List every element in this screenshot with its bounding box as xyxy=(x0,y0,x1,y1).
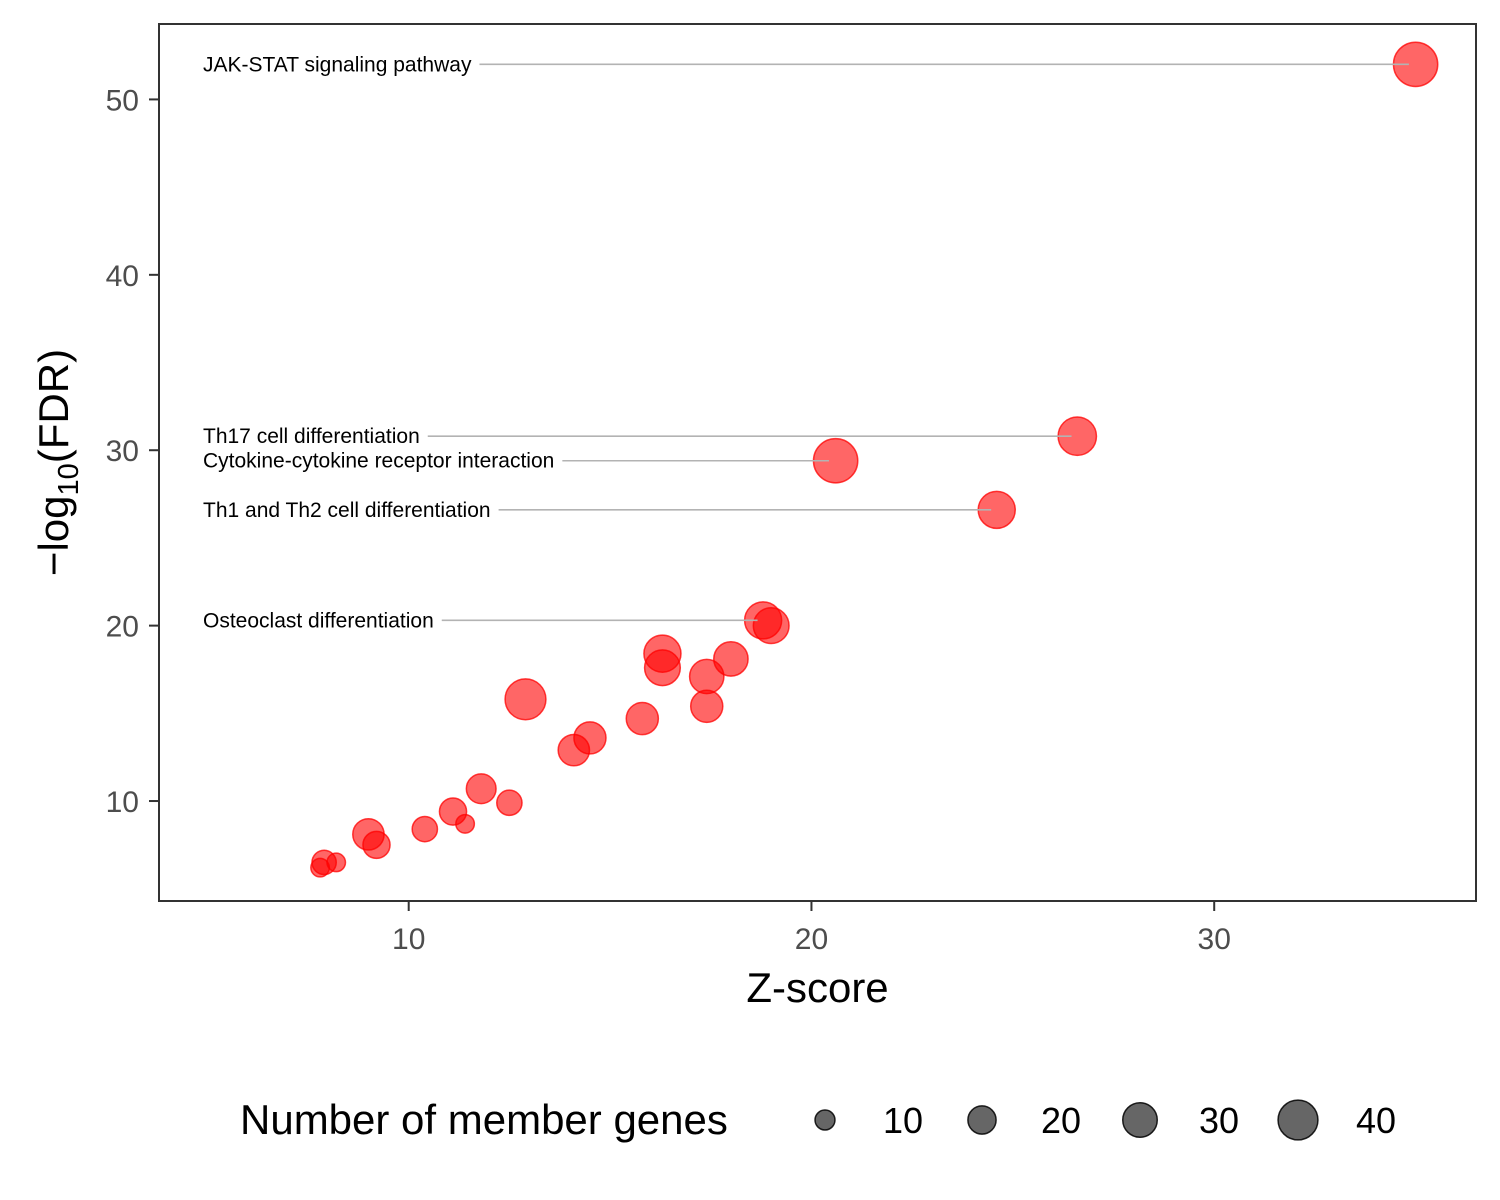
data-point xyxy=(455,813,476,834)
data-points xyxy=(310,41,1439,878)
x-tick-label: 30 xyxy=(1198,923,1231,956)
legend-title: Number of member genes xyxy=(240,1096,728,1143)
data-point xyxy=(689,689,724,724)
y-tick-label: 50 xyxy=(106,84,139,117)
y-axis-title-subscript: 10 xyxy=(53,463,85,495)
legend-size-label: 10 xyxy=(883,1100,923,1141)
x-axis-title: Z-score xyxy=(746,964,888,1011)
data-point xyxy=(465,773,497,805)
legend-size-label: 40 xyxy=(1356,1100,1396,1141)
data-point xyxy=(688,658,725,695)
legend-size-key xyxy=(967,1105,997,1135)
plot-panel-border xyxy=(158,23,1477,902)
point-annotation-label: Osteoclast differentiation xyxy=(203,609,434,632)
point-annotation-label: Cytokine-cytokine receptor interaction xyxy=(203,450,554,473)
y-tick-label: 20 xyxy=(106,611,139,644)
legend-size-key xyxy=(1121,1101,1159,1139)
point-annotation-label: Th1 and Th2 cell differentiation xyxy=(203,499,491,522)
y-axis-title: −log10(FDR) xyxy=(30,349,85,576)
data-point xyxy=(752,607,790,645)
size-legend: Number of member genes 10 20 30 40 xyxy=(240,1096,1396,1143)
legend-size-key xyxy=(814,1109,836,1131)
data-point xyxy=(557,733,591,767)
data-point xyxy=(310,857,331,878)
x-tick-label: 10 xyxy=(392,923,425,956)
legend-size-label: 30 xyxy=(1199,1100,1239,1141)
y-axis-title-suffix: (FDR) xyxy=(30,349,77,463)
data-point xyxy=(362,830,391,860)
point-annotation-label: Th17 cell differentiation xyxy=(203,425,420,448)
x-tick-label: 20 xyxy=(795,923,828,956)
data-point xyxy=(713,641,749,677)
y-tick-label: 10 xyxy=(106,786,139,819)
y-tick-label: 40 xyxy=(106,260,139,293)
data-point xyxy=(496,789,523,817)
y-tick-label: 30 xyxy=(106,435,139,468)
point-annotation-label: JAK-STAT signaling pathway xyxy=(203,53,472,76)
data-point xyxy=(504,678,547,721)
point-annotations: JAK-STAT signaling pathway Th17 cell diff… xyxy=(203,53,1409,632)
axes: 10 20 30 10 20 30 40 50 xyxy=(106,84,1231,956)
y-axis-title-prefix: −log xyxy=(30,495,77,576)
data-point xyxy=(643,649,682,687)
legend-size-key xyxy=(1277,1099,1319,1141)
legend-size-label: 20 xyxy=(1041,1100,1081,1141)
data-point xyxy=(411,815,439,843)
data-point xyxy=(625,701,660,736)
